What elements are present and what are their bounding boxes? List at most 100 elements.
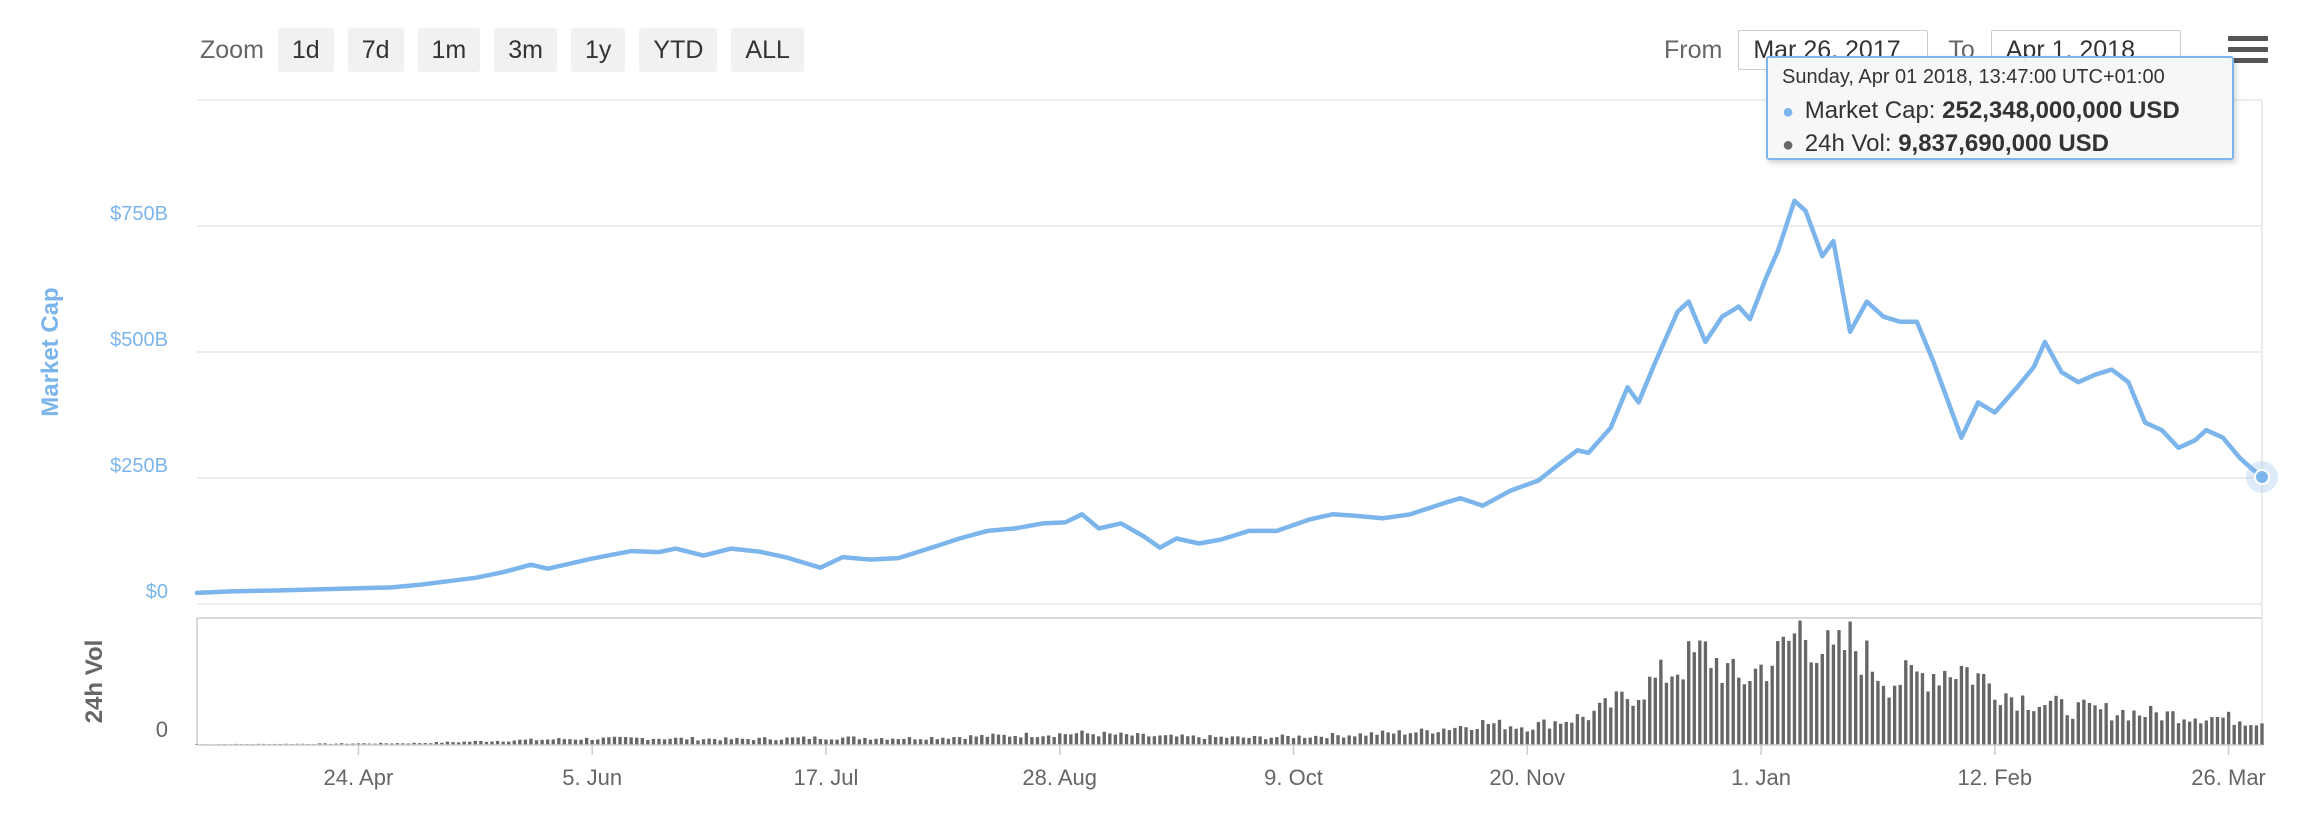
volume-bar <box>1898 684 1902 745</box>
volume-bar <box>1085 733 1090 745</box>
volume-bar <box>1876 680 1880 745</box>
zoom-all-button[interactable]: ALL <box>731 28 804 72</box>
volume-bar <box>1698 640 1702 745</box>
volume-bar <box>2032 711 2036 745</box>
volume-bar <box>1174 736 1179 745</box>
volume-bar <box>690 737 695 745</box>
volume-bar <box>1803 639 1808 745</box>
volume-bar <box>763 737 767 745</box>
market-cap-line <box>194 198 2265 596</box>
volume-bar <box>1219 736 1223 745</box>
zoom-1m-button[interactable]: 1m <box>417 28 481 72</box>
volume-bar <box>1124 734 1129 745</box>
volume-bar <box>707 738 711 745</box>
volume-bar <box>607 737 611 745</box>
volume-bar <box>1664 682 1669 745</box>
volume-bar <box>840 737 845 745</box>
volume-bar <box>323 743 327 745</box>
volume-bar <box>1976 673 1980 745</box>
volume-bar <box>1002 734 1006 745</box>
volume-bar <box>957 737 962 745</box>
zoom-3m-button[interactable]: 3m <box>494 28 557 72</box>
volume-bar <box>490 741 494 745</box>
volume-bar <box>1547 728 1552 745</box>
market-cap-dot-icon: ● <box>1782 101 1795 123</box>
zoom-1y-button[interactable]: 1y <box>571 28 626 72</box>
volume-bar <box>913 739 917 745</box>
volume-bar <box>1091 734 1095 745</box>
volume-bar <box>1982 674 1986 745</box>
volume-bar <box>2143 717 2147 745</box>
volume-bar <box>1186 736 1190 745</box>
volume-bar <box>618 736 622 745</box>
volume-axis-title: 24h Vol <box>81 640 108 724</box>
volume-bar <box>757 737 761 745</box>
zoom-7d-button[interactable]: 7d <box>347 28 404 72</box>
volume-bar <box>590 739 594 745</box>
volume-bar <box>863 737 867 745</box>
volume-bar <box>824 739 828 745</box>
chart-menu-icon[interactable] <box>2228 36 2268 70</box>
volume-bar <box>952 737 956 745</box>
volume-bar <box>646 739 650 745</box>
volume-bar <box>685 739 689 745</box>
volume-bar <box>1486 724 1490 745</box>
volume-bar <box>1648 676 1652 745</box>
volume-bar <box>1993 699 1997 745</box>
volume-bar <box>1141 733 1145 745</box>
volume-bar <box>1831 644 1836 745</box>
volume-bar <box>551 739 555 745</box>
zoom-ytd-button[interactable]: YTD <box>639 28 718 72</box>
volume-bar <box>902 738 906 745</box>
volume-bar <box>1464 727 1468 745</box>
volume-bar <box>1603 698 1607 745</box>
volume-bar <box>751 740 756 745</box>
volume-bar <box>2226 711 2231 745</box>
volume-bar <box>1403 734 1407 745</box>
x-tick-label: 5. Jun <box>562 765 622 790</box>
volume-bar <box>1291 738 1296 745</box>
volume-bar <box>440 742 444 745</box>
volume-bar <box>1019 737 1023 745</box>
volume-bar <box>1703 641 1708 745</box>
volume-bar <box>1748 681 1752 745</box>
volume-bar <box>1258 736 1262 745</box>
zoom-1d-button[interactable]: 1d <box>277 28 334 72</box>
volume-bar <box>1102 731 1106 745</box>
volume-bar <box>1553 721 1557 745</box>
volume-bar <box>1792 633 1797 745</box>
volume-bar <box>729 739 734 745</box>
volume-bar <box>1097 736 1101 745</box>
volume-bar <box>1564 721 1568 745</box>
market-cap-line-layer <box>194 198 2278 596</box>
volume-bar <box>2254 725 2259 745</box>
volume-bar <box>807 738 811 745</box>
volume-bar <box>1881 685 1886 745</box>
volume-bar <box>1854 651 1858 745</box>
volume-bar <box>2020 695 2025 745</box>
volume-bar <box>1787 640 1791 745</box>
volume-bar <box>640 738 644 745</box>
volume-bar <box>1297 735 1301 745</box>
x-tick-label: 28. Aug <box>1022 765 1097 790</box>
volume-bar <box>2126 720 2131 745</box>
volume-bar <box>340 743 344 745</box>
volume-bar <box>1319 736 1324 745</box>
volume-bar <box>1592 710 1596 745</box>
from-label: From <box>1664 35 1723 64</box>
volume-bar <box>557 738 561 745</box>
y-tick-label: $0 <box>146 581 168 603</box>
tooltip-market-cap-value: 252,348,000,000 USD <box>1942 97 2180 124</box>
volume-bar <box>1859 674 1863 745</box>
volume-bar <box>2171 711 2175 745</box>
volume-bar <box>1169 734 1173 745</box>
volume-bar <box>1069 734 1073 745</box>
volume-bar <box>1280 734 1285 745</box>
volume-bar <box>1915 671 1919 745</box>
volume-bar <box>1620 691 1624 745</box>
volume-bar <box>1392 733 1396 745</box>
volume-bar <box>423 743 427 745</box>
volume-bar <box>790 737 795 745</box>
volume-bar <box>1191 735 1195 745</box>
